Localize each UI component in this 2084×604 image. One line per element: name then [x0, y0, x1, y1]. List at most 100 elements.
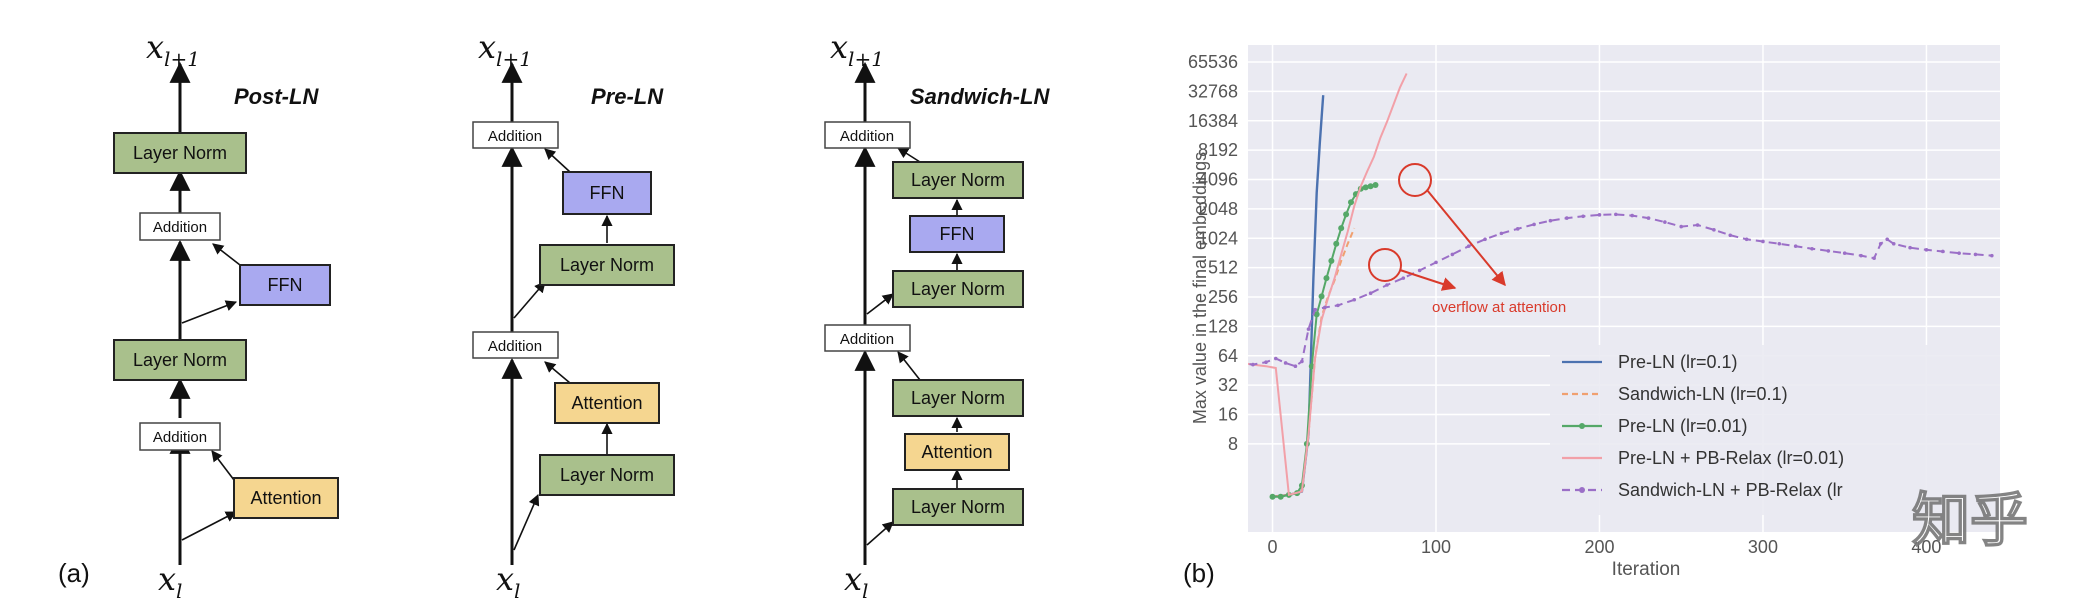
x-tick-label: 300	[1748, 537, 1778, 557]
data-point	[1891, 241, 1896, 246]
data-point	[1293, 364, 1298, 369]
ffn-block	[909, 215, 1005, 253]
layer-norm-label: Layer Norm	[133, 350, 227, 370]
data-point	[1908, 245, 1912, 250]
x-tick-label: 200	[1584, 537, 1614, 557]
sandwich-ln-branch	[866, 293, 894, 315]
addition-label: Addition	[488, 128, 542, 145]
data-point	[1515, 227, 1520, 231]
sandwich-ln-branch	[866, 521, 894, 546]
pre-ln-input-label: xl	[496, 560, 520, 603]
attention-block	[554, 382, 660, 424]
data-point	[1300, 359, 1304, 364]
legend-marker	[1579, 487, 1585, 493]
data-point	[1306, 327, 1311, 331]
data-point	[1712, 228, 1716, 232]
ffn-label: FFN	[940, 224, 975, 244]
x-tick-label: 100	[1421, 537, 1451, 557]
sandwich-ln-output-label: xl+1	[830, 28, 884, 71]
data-point	[1777, 241, 1782, 246]
data-point	[1990, 253, 1994, 258]
pre-ln-branch	[544, 148, 571, 173]
post-ln-branch	[211, 450, 235, 481]
pre-ln-title: Pre-LN	[591, 84, 664, 109]
attention-block	[904, 433, 1010, 471]
data-point	[1264, 360, 1268, 364]
pre-ln-diagram: Pre-LN xl+1 xl Addition FFN Layer Norm A…	[472, 28, 675, 603]
data-point	[1450, 252, 1455, 257]
sandwich-ln-branch	[897, 351, 921, 381]
layer-norm-label: Layer Norm	[911, 388, 1005, 408]
data-point	[1646, 216, 1651, 220]
data-point	[1333, 240, 1340, 247]
layer-norm-label: Layer Norm	[560, 465, 654, 485]
ffn-label: FFN	[590, 183, 625, 203]
data-point	[1323, 275, 1330, 282]
legend-box	[1550, 345, 2000, 515]
data-point	[1532, 222, 1536, 227]
data-point	[1323, 305, 1327, 310]
addition-block	[824, 324, 911, 352]
data-point	[1251, 362, 1255, 367]
layer-norm-block	[113, 339, 247, 381]
data-point	[1973, 252, 1978, 257]
layer-norm-block	[892, 379, 1024, 417]
max-value-chart: 8 16 32 64 128 256 512 1024 2048 4096 8192 16384 327…	[1188, 45, 2000, 580]
series-line	[1248, 73, 1408, 497]
data-point	[1872, 256, 1876, 260]
data-point	[1318, 293, 1325, 300]
data-point	[1614, 212, 1618, 217]
data-point	[1313, 311, 1320, 318]
data-point	[1434, 260, 1438, 265]
panel-label-b: (b)	[1183, 558, 1215, 588]
layer-norm-block	[539, 454, 675, 496]
overflow-arrow	[1399, 269, 1457, 291]
data-point	[1368, 291, 1373, 296]
y-tick-label: 16384	[1188, 111, 1238, 131]
data-point	[1343, 211, 1350, 218]
data-point	[1826, 249, 1831, 253]
data-point	[1630, 213, 1634, 218]
data-point	[1466, 244, 1471, 248]
sandwich-ln-branch	[897, 147, 921, 163]
legend-entry: Pre-LN (lr=0.1)	[1618, 352, 1738, 372]
attention-block	[233, 477, 339, 519]
pre-ln-branch	[513, 493, 540, 551]
layer-norm-block	[113, 132, 247, 174]
y-tick-label: 8192	[1198, 140, 1238, 160]
attention-label: Attention	[571, 393, 642, 413]
y-tick-label: 2048	[1198, 199, 1238, 219]
data-point	[1728, 233, 1733, 238]
post-ln-input-label: xl	[158, 560, 182, 603]
data-point	[1744, 237, 1749, 242]
overflow-circle	[1368, 248, 1402, 282]
layer-norm-block	[892, 270, 1024, 308]
post-ln-branch	[181, 511, 237, 541]
y-tick-label: 16	[1218, 405, 1238, 425]
data-point	[1564, 216, 1569, 220]
data-point	[1663, 220, 1667, 224]
y-tick-label: 1024	[1198, 228, 1238, 248]
data-point	[1336, 303, 1340, 308]
attention-label: Attention	[250, 488, 321, 508]
data-point	[1283, 361, 1288, 365]
data-point	[1842, 251, 1847, 256]
addition-block	[139, 422, 221, 451]
series-line	[1248, 213, 1992, 368]
data-point	[1878, 241, 1883, 246]
legend-marker	[1579, 423, 1585, 429]
data-point	[1499, 231, 1504, 236]
addition-label: Addition	[840, 128, 894, 145]
series-group	[1248, 73, 1994, 500]
data-point	[1352, 297, 1357, 302]
layer-norm-label: Layer Norm	[911, 279, 1005, 299]
data-point	[1417, 268, 1422, 273]
data-point	[1924, 248, 1929, 252]
addition-block	[139, 212, 221, 241]
post-ln-branch	[212, 243, 241, 266]
overflow-annotation: overflow at attention	[1432, 299, 1566, 316]
pre-ln-branch	[513, 281, 546, 319]
data-point	[1269, 493, 1276, 500]
legend: Pre-LN (lr=0.1) Sandwich-LN (lr=0.1) Pre-L…	[1550, 345, 2000, 515]
